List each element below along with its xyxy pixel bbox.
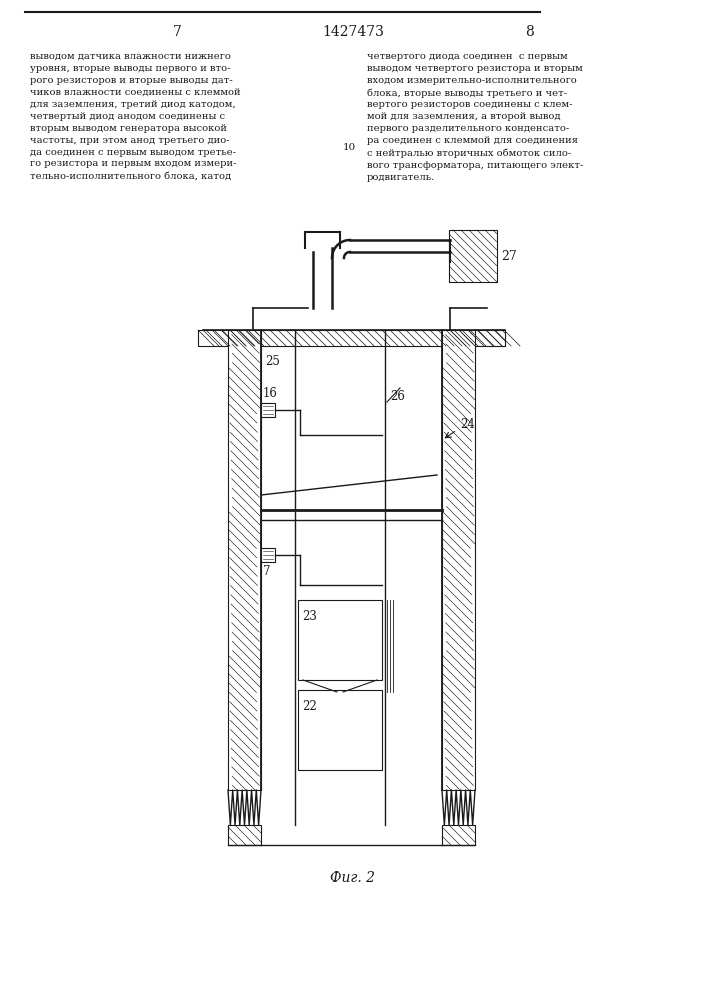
Bar (442, 825, 475, 845)
Text: 23: 23 (302, 610, 317, 623)
Text: 16: 16 (263, 387, 278, 400)
Bar (442, 330, 475, 790)
Bar (298, 600, 382, 680)
Text: 24: 24 (460, 418, 475, 432)
Bar (298, 690, 382, 770)
Bar (228, 330, 261, 790)
Text: 22: 22 (302, 700, 317, 713)
Text: 1427473: 1427473 (322, 25, 384, 39)
Text: 25: 25 (265, 355, 280, 368)
Text: 7: 7 (173, 25, 182, 39)
Text: 27: 27 (501, 249, 517, 262)
Text: 10: 10 (342, 143, 356, 152)
Text: четвертого диода соединен  с первым
выводом четвертого резистора и вторым
входом: четвертого диода соединен с первым вывод… (367, 52, 583, 182)
Bar (261, 403, 275, 417)
Bar (449, 230, 497, 282)
Text: выводом датчика влажности нижнего
уровня, вторые выводы первого и вто-
рого рези: выводом датчика влажности нижнего уровня… (30, 52, 240, 180)
Text: 7: 7 (263, 565, 271, 578)
Bar (228, 825, 261, 845)
Bar (261, 548, 275, 562)
Text: 8: 8 (525, 25, 534, 39)
Bar (198, 330, 505, 346)
Text: Фиг. 2: Фиг. 2 (330, 871, 375, 885)
Text: 26: 26 (390, 390, 405, 403)
